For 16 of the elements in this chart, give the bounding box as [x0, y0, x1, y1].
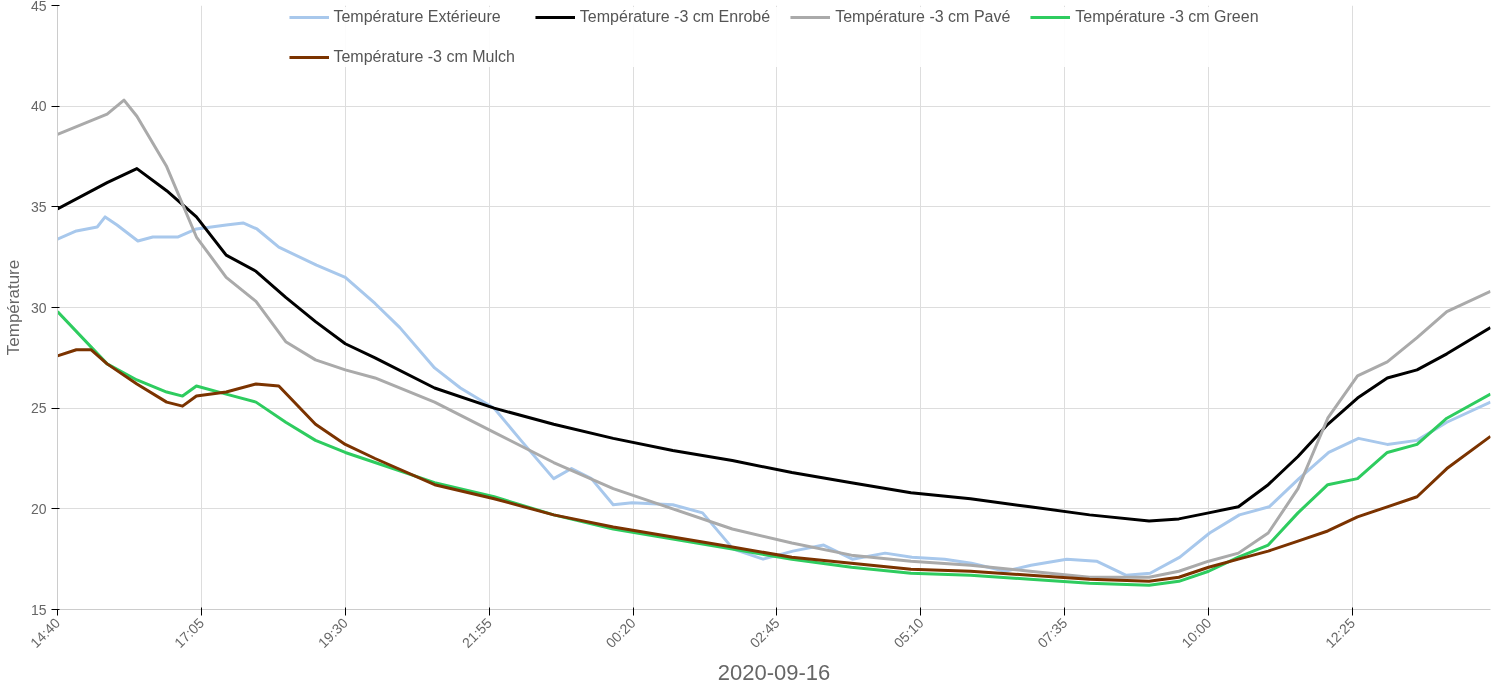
y-tick-label: 40 — [30, 98, 47, 115]
y-tick-label: 30 — [30, 299, 47, 316]
x-axis-title: 2020-09-16 — [717, 659, 831, 685]
legend-label: Température -3 cm Mulch — [333, 48, 515, 66]
y-tick-label: 25 — [30, 400, 47, 417]
legend-label: Température -3 cm Pavé — [835, 8, 1011, 26]
y-axis-title: Température — [3, 259, 23, 356]
y-tick-label: 15 — [30, 601, 47, 618]
y-tick-label: 35 — [30, 198, 47, 215]
line-series — [57, 98, 1491, 579]
y-tick-label: 20 — [30, 500, 47, 517]
legend-label: Température Extérieure — [333, 8, 501, 26]
y-tick-label: 45 — [30, 0, 47, 14]
line-series — [57, 348, 1491, 583]
legend-label: Température -3 cm Green — [1075, 8, 1259, 26]
legend-label: Température -3 cm Enrobé — [579, 8, 771, 26]
